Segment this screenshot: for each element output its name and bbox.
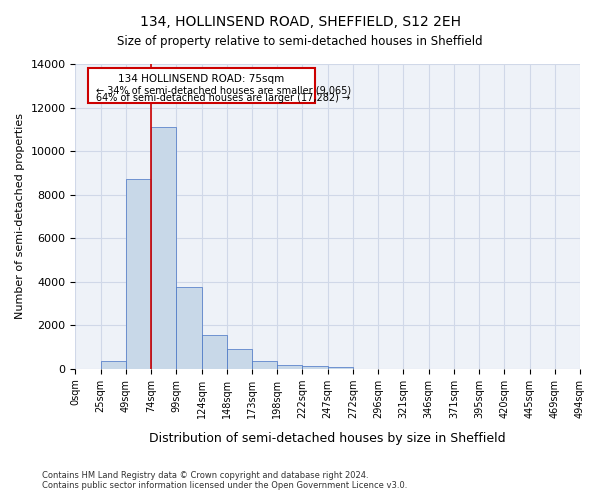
Bar [252, 362, 277, 369]
Bar [328, 366, 353, 369]
Text: Size of property relative to semi-detached houses in Sheffield: Size of property relative to semi-detach… [117, 35, 483, 48]
Text: ← 34% of semi-detached houses are smaller (9,065): ← 34% of semi-detached houses are smalle… [95, 85, 351, 95]
FancyBboxPatch shape [88, 68, 315, 103]
Bar [302, 366, 328, 369]
Y-axis label: Number of semi-detached properties: Number of semi-detached properties [15, 114, 25, 320]
Text: 134, HOLLINSEND ROAD, SHEFFIELD, S12 2EH: 134, HOLLINSEND ROAD, SHEFFIELD, S12 2EH [139, 15, 461, 29]
Bar [176, 287, 202, 369]
Bar [151, 127, 176, 369]
Text: Contains HM Land Registry data © Crown copyright and database right 2024.
Contai: Contains HM Land Registry data © Crown c… [42, 470, 407, 490]
Text: 134 HOLLINSEND ROAD: 75sqm: 134 HOLLINSEND ROAD: 75sqm [118, 74, 284, 84]
Bar [277, 364, 302, 369]
Text: 64% of semi-detached houses are larger (17,282) →: 64% of semi-detached houses are larger (… [95, 94, 350, 104]
Bar [126, 180, 151, 369]
Bar [202, 335, 227, 369]
Bar [101, 362, 126, 369]
Bar [227, 350, 252, 369]
X-axis label: Distribution of semi-detached houses by size in Sheffield: Distribution of semi-detached houses by … [149, 432, 506, 445]
